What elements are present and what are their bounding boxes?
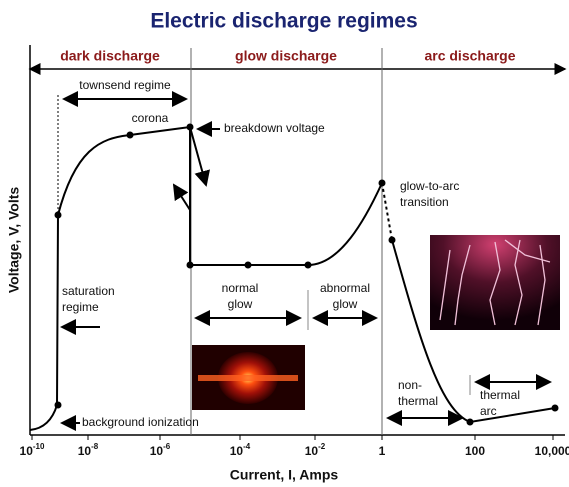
region-label: dark discharge [60,48,160,64]
x-tick-label: 10-2 [305,442,326,458]
arc-photo [430,235,560,330]
tick-exponent: -8 [91,442,99,451]
y-axis-label: Voltage, V, Volts [6,187,22,294]
annotation: corona [132,111,169,125]
annotation: abnormal [320,281,370,295]
curve [391,239,556,424]
x-tick-label: 100 [465,444,485,458]
region-label: glow discharge [235,48,337,64]
x-tick-label: 1 [379,444,386,458]
curve [29,125,383,431]
x-ticks: 10-10 10-8 10-6 10-4 10-2 1 100 10,000 [20,435,569,458]
points [54,123,559,426]
x-axis-label: Current, I, Amps [230,467,339,483]
tick-exponent: -4 [243,442,251,451]
tick-base: 10 [150,444,164,458]
annotation: transition [400,195,449,209]
tick-base: 10 [305,444,319,458]
tick-base: 1 [379,444,386,458]
tick-base: 10,000 [535,444,569,458]
annotation: thermal [398,394,438,408]
annotation: normal [222,281,259,295]
region-label: arc discharge [424,48,515,64]
glow-photo [198,375,298,381]
tick-base: 10 [78,444,92,458]
x-tick-label: 10,000 [535,444,569,458]
x-tick-label: 10-10 [20,442,45,458]
tick-exponent: -6 [163,442,171,451]
annotation: glow [228,297,253,311]
annotation: breakdown voltage [224,121,325,135]
x-tick-label: 10-4 [230,442,251,458]
annotation: arc [480,404,497,418]
curve-dashed [381,182,393,241]
tick-exponent: -10 [33,442,45,451]
annotation: townsend regime [79,78,171,92]
annotation: glow-to-arc [400,179,459,193]
title: Electric discharge regimes [150,10,417,33]
tick-exponent: -2 [318,442,326,451]
direction-arrow [189,126,210,187]
x-tick-label: 10-8 [78,442,99,458]
arc-photo [439,239,551,326]
annotation: background ionization [82,415,199,429]
x-tick-label: 10-6 [150,442,171,458]
direction-arrow [172,183,191,211]
annotation: thermal [480,388,520,402]
annotations: townsend regime corona breakdown voltage gl… [62,78,520,429]
tick-base: 10 [230,444,244,458]
annotation: glow [333,297,358,311]
tick-base: 100 [465,444,485,458]
tick-base: 10 [20,444,34,458]
annotation: regime [62,300,99,314]
annotation: non- [398,378,422,392]
annotation: saturation [62,284,115,298]
